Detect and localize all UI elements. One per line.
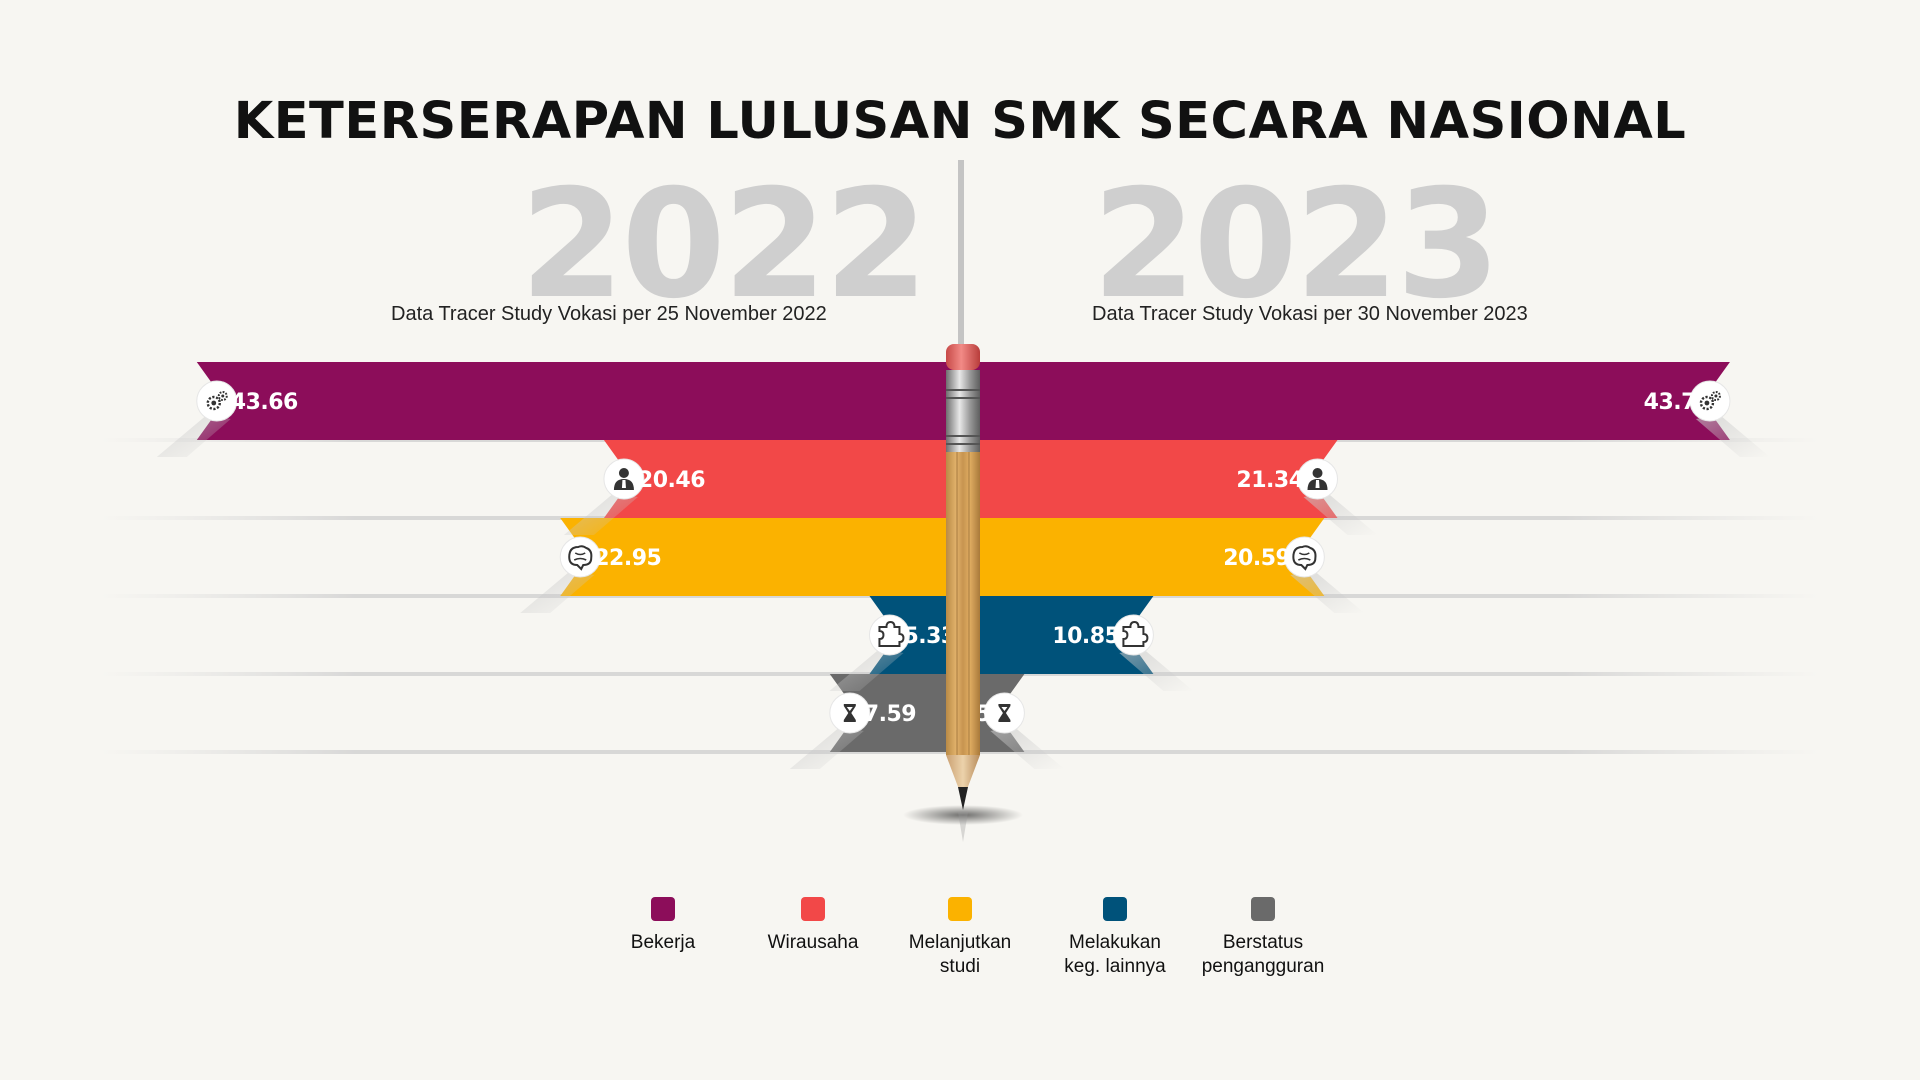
pencil-shadow [903,805,1023,825]
legend-item-bekerja: Bekerja [578,897,748,955]
year-2022-label: 2022 [520,158,928,332]
legend-swatch-melanjutkan-studi [948,897,972,921]
pencil-lead [958,787,968,810]
bar-2022-berstatus-pengangguran [829,674,963,752]
value-2022-bekerja: 43.66 [231,390,298,415]
puzzle-icon [1112,614,1194,691]
legend-swatch-bekerja [651,897,675,921]
center-pole [958,160,964,350]
legend-item-melakukan-keg-lainnya: Melakukan keg. lainnya [1030,897,1200,979]
value-2023-wirausaha: 21.34 [1236,468,1303,493]
legend-swatch-melakukan-keg-lainnya [1103,897,1127,921]
bar-2023-melakukan-keg-lainnya [963,596,1154,674]
legend-label-wirausaha: Wirausaha [767,932,859,953]
subtitle-2023: Data Tracer Study Vokasi per 30 November… [1092,303,1528,325]
legend-item-melanjutkan-studi: Melanjutkan studi [875,897,1045,979]
legend-label-melanjutkan-studi: Melanjutkan studi [908,932,1012,977]
subtitle-2022: Data Tracer Study Vokasi per 25 November… [391,303,827,325]
legend-swatch-wirausaha [801,897,825,921]
legend-item-wirausaha: Wirausaha [728,897,898,955]
person-icon [1297,458,1378,535]
bar-2022-wirausaha [603,440,963,518]
value-2023-melakukan-keg-lainnya: 10.85 [1052,624,1119,649]
puzzle-icon [829,614,910,691]
brain-icon [1283,536,1365,613]
gears-icon [1689,380,1770,457]
hourglass-icon [789,692,871,769]
value-2022-melanjutkan-studi: 22.95 [594,546,661,571]
value-2023-bekerja: 43.7 [1644,390,1696,415]
legend-item-berstatus-pengangguran: Berstatus pengangguran [1178,897,1348,979]
legend-swatch-berstatus-pengangguran [1251,897,1275,921]
bar-2023-wirausaha [963,440,1338,518]
bar-2023-bekerja [963,362,1730,440]
legend-label-bekerja: Bekerja [630,932,696,953]
legend-label-berstatus-pengangguran: Berstatus pengangguran [1201,932,1325,977]
pencil [903,344,1023,842]
bar-2022-bekerja [196,362,964,440]
value-2023-melanjutkan-studi: 20.59 [1223,546,1290,571]
legend-label-melakukan-keg-lainnya: Melakukan keg. lainnya [1064,932,1166,977]
value-2022-wirausaha: 20.46 [638,468,705,493]
hourglass-icon [983,692,1065,769]
bar-2023-melanjutkan-studi [963,518,1325,596]
person-icon [563,458,645,535]
year-2023-label: 2023 [1092,158,1500,332]
pencil-body [946,452,980,755]
value-2022-berstatus-pengangguran: 7.59 [864,702,916,727]
brain-icon [520,536,601,613]
pencil-ferrule [946,382,980,452]
bar-2022-melanjutkan-studi [560,518,963,596]
pencil-eraser [946,344,980,370]
pencil-tip-wood [946,755,980,800]
chart-title: KETERSERAPAN LULUSAN SMK SECARA NASIONAL [233,92,1687,151]
gears-icon [156,380,238,457]
